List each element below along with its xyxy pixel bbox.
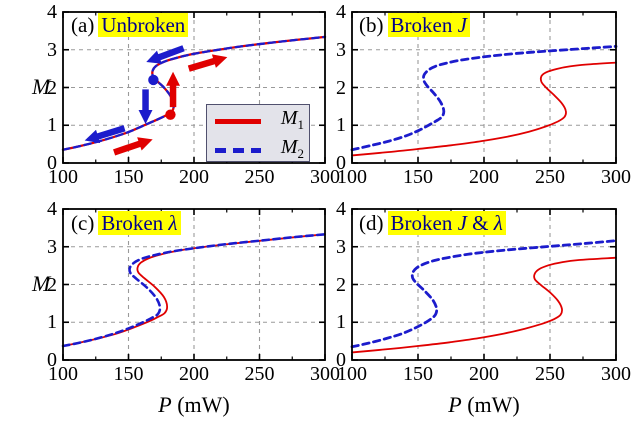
y-tick-label: 1 xyxy=(47,311,57,334)
legend-line-solid xyxy=(215,119,261,124)
x-tick-label: 300 xyxy=(310,363,340,385)
y-tick-label: 0 xyxy=(47,152,57,174)
x-tick-label: 100 xyxy=(337,166,367,188)
hysteresis-arrow xyxy=(187,54,228,72)
hysteresis-arrow xyxy=(84,125,126,144)
curve-m2 xyxy=(350,239,618,349)
y-tick-label: 1 xyxy=(336,311,346,334)
y-tick-label: 2 xyxy=(47,273,57,296)
y-tick-label: 0 xyxy=(336,152,346,174)
x-tick-label: 100 xyxy=(337,363,367,385)
y-tick-label: 0 xyxy=(47,349,57,371)
curve-m1 xyxy=(351,61,617,157)
y-tick-label: 4 xyxy=(336,1,346,23)
y-tick-label: 3 xyxy=(47,38,57,61)
panel-b xyxy=(350,11,618,164)
panel-b-letter: (b) xyxy=(359,13,384,37)
panel-a xyxy=(61,11,327,164)
panel-d-letter: (d) xyxy=(359,211,384,235)
x-tick-label: 150 xyxy=(403,166,433,188)
panel-c-letter: (c) xyxy=(71,211,95,235)
y-tick-label: 4 xyxy=(47,1,57,23)
data-point-marker xyxy=(165,109,176,120)
y-axis-label-bottom: M xyxy=(32,271,51,296)
y-axis-label-top: M xyxy=(32,74,51,99)
y-tick-label: 2 xyxy=(336,273,346,296)
panel-d-title-highlight: Broken J & λ xyxy=(387,211,506,235)
x-tick-label: 300 xyxy=(310,166,340,188)
panel-c-title-highlight: Broken λ xyxy=(98,211,181,235)
panel-c xyxy=(61,208,327,361)
curve-m2 xyxy=(350,45,618,152)
legend-line-dashed xyxy=(215,148,261,153)
x-tick-label: 250 xyxy=(535,166,565,188)
y-tick-label: 1 xyxy=(336,114,346,137)
x-tick-label: 100 xyxy=(48,363,78,385)
legend-item-m2: M2 xyxy=(215,136,304,165)
legend: M1 M2 xyxy=(206,104,310,162)
panel-a-title-highlight: Unbroken xyxy=(98,13,189,37)
y-tick-label: 1 xyxy=(47,114,57,137)
y-tick-label: 0 xyxy=(336,349,346,371)
legend-label-m1: M1 xyxy=(280,107,304,132)
x-tick-label: 250 xyxy=(535,363,565,385)
curve-m2 xyxy=(61,35,327,151)
x-tick-label: 300 xyxy=(601,363,631,385)
y-tick-label: 2 xyxy=(336,76,346,99)
panel-b-title-highlight: Broken J xyxy=(387,13,470,37)
x-tick-label: 200 xyxy=(179,166,209,188)
y-tick-label: 4 xyxy=(336,198,346,220)
x-tick-label: 200 xyxy=(469,166,499,188)
x-axis-label-left: P (mW) xyxy=(158,392,230,417)
panel-d-title: (d) Broken J & λ xyxy=(359,211,506,235)
curve-m2 xyxy=(61,233,327,348)
x-tick-label: 250 xyxy=(244,166,275,188)
panel-a-title: (a) Unbroken xyxy=(71,13,189,37)
x-tick-label: 300 xyxy=(601,166,631,188)
x-tick-label: 200 xyxy=(179,363,209,385)
x-tick-label: 250 xyxy=(244,363,275,385)
y-tick-label: 2 xyxy=(47,76,57,99)
curve-m1 xyxy=(351,256,617,354)
panel-b-title: (b) Broken J xyxy=(359,13,470,37)
y-tick-label: 4 xyxy=(47,198,57,220)
legend-item-m1: M1 xyxy=(215,107,304,136)
y-tick-label: 3 xyxy=(47,235,57,258)
x-tick-label: 150 xyxy=(113,363,144,385)
hysteresis-arrow xyxy=(146,45,185,64)
data-point-marker xyxy=(148,74,159,86)
x-axis-label-right: P (mW) xyxy=(448,392,520,417)
legend-label-m2: M2 xyxy=(280,136,304,161)
panel-a-letter: (a) xyxy=(71,13,95,37)
y-tick-label: 3 xyxy=(336,235,346,258)
y-tick-label: 3 xyxy=(336,38,346,61)
panel-d xyxy=(350,208,618,361)
x-tick-label: 200 xyxy=(469,363,499,385)
x-tick-label: 100 xyxy=(48,166,78,188)
x-tick-label: 150 xyxy=(403,363,433,385)
panel-c-title: (c) Broken λ xyxy=(71,211,181,235)
hysteresis-arrow xyxy=(113,137,153,156)
x-tick-label: 150 xyxy=(113,166,144,188)
